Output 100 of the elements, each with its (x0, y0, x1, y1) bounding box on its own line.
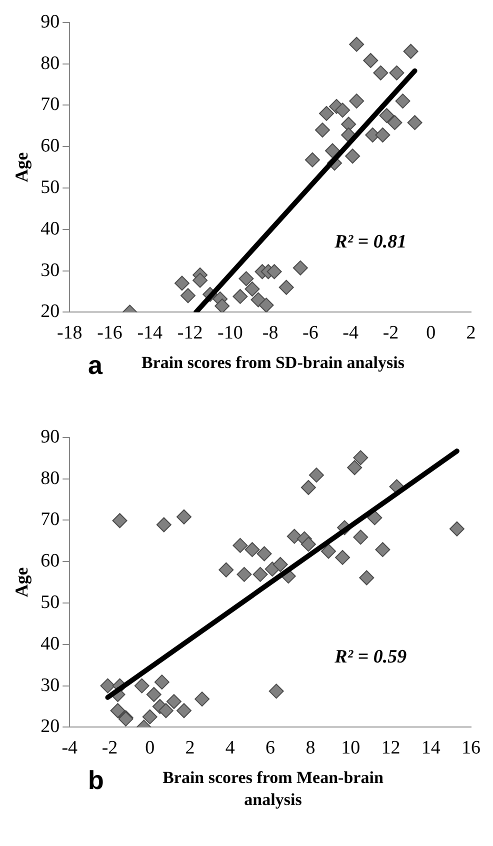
point (367, 510, 382, 526)
point (375, 128, 390, 143)
point (166, 694, 182, 710)
y-tick-label: 50 (40, 176, 60, 198)
point (192, 272, 208, 288)
point (236, 566, 252, 582)
y-tick-label: 20 (40, 301, 60, 322)
y-axis-title: Age (11, 567, 32, 598)
point (318, 106, 334, 121)
y-tick-label: 70 (40, 94, 60, 116)
text: a (88, 350, 104, 380)
point (349, 36, 364, 52)
x-axis-title: Brain scores from SD-brain analysis (140, 352, 406, 374)
point (341, 116, 356, 132)
point (395, 94, 410, 109)
point (353, 530, 368, 545)
point (403, 44, 418, 59)
y-tick-label: 20 (40, 716, 60, 738)
x-tick-label: -12 (177, 322, 203, 344)
point (134, 678, 150, 694)
x-tick-label: 4 (225, 738, 236, 759)
point (300, 536, 316, 552)
x-tick-label: -18 (56, 322, 82, 344)
point (363, 52, 378, 68)
annotation: R² = 0.59 (334, 646, 408, 668)
point (347, 460, 362, 476)
point (174, 276, 190, 291)
point (373, 65, 388, 80)
point (176, 703, 192, 718)
point (266, 264, 282, 280)
point (238, 271, 254, 286)
x-tick-label: -6 (302, 322, 318, 344)
point (268, 684, 284, 699)
point (278, 280, 294, 295)
x-tick-label: -16 (97, 322, 122, 344)
x-tick-label: 2 (466, 322, 476, 344)
x-tick-label: 10 (341, 738, 360, 759)
point (154, 674, 170, 690)
point (308, 468, 324, 483)
y-tick-label: 90 (40, 426, 60, 448)
point (158, 703, 174, 718)
point (335, 102, 350, 118)
x-tick-label: -4 (342, 322, 359, 344)
x-tick-label: 14 (421, 738, 441, 759)
point (300, 480, 316, 495)
point (449, 521, 464, 536)
point (286, 528, 302, 544)
point (407, 115, 422, 130)
point (345, 148, 360, 164)
y-tick-label: 80 (40, 468, 60, 489)
point (389, 65, 404, 80)
point (232, 288, 248, 304)
annotation: R² = 0.81 (334, 232, 407, 253)
point (349, 94, 364, 109)
point (218, 562, 234, 578)
x-tick-label: 0 (426, 322, 436, 344)
point (244, 542, 260, 558)
point (110, 703, 126, 718)
y-tick-label: 40 (40, 218, 60, 240)
y-tick-label: 50 (40, 592, 60, 613)
x-tick-label: -8 (262, 322, 278, 344)
x-tick-label: 12 (381, 738, 400, 759)
point (321, 544, 336, 559)
y-tick-label: 60 (40, 136, 60, 157)
point (252, 566, 268, 582)
x-tick-label: 0 (145, 738, 155, 759)
y-tick-label: 30 (40, 260, 60, 281)
text: b (88, 765, 105, 795)
x-tick-label: -2 (382, 322, 399, 344)
x-tick-label: 16 (462, 738, 480, 759)
x-tick-label: -4 (62, 738, 78, 759)
point (156, 517, 172, 532)
x-tick-label: 8 (306, 738, 316, 759)
y-tick-label: 70 (40, 509, 60, 530)
point (314, 122, 330, 138)
point (292, 260, 308, 276)
x-axis-title: Brain scores from Mean-brain analysis (162, 767, 384, 811)
point (335, 550, 350, 565)
y-tick-label: 40 (40, 633, 60, 654)
y-tick-label: 80 (40, 52, 60, 74)
point (232, 538, 248, 553)
x-tick-label: -14 (137, 322, 164, 344)
point (256, 546, 272, 562)
point (272, 557, 288, 572)
x-tick-label: 6 (266, 738, 276, 759)
point (379, 108, 394, 124)
x-tick-label: 2 (185, 738, 195, 759)
point (244, 282, 260, 297)
point (375, 542, 390, 558)
point (214, 298, 230, 312)
y-tick-label: 60 (40, 550, 60, 572)
y-tick-label: 30 (40, 674, 60, 696)
point (258, 298, 274, 312)
point (146, 686, 162, 702)
point (176, 509, 192, 524)
point (387, 115, 402, 130)
point (100, 678, 116, 694)
x-tick-label: -10 (217, 322, 243, 344)
y-axis-title: Age (11, 152, 32, 182)
point (112, 513, 128, 528)
